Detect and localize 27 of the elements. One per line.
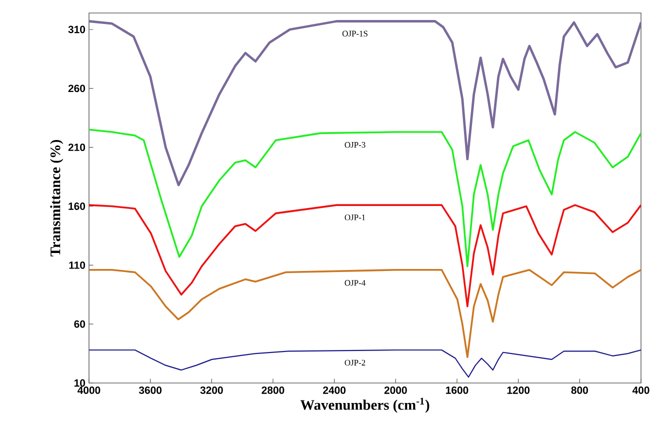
y-tick-label: 60 xyxy=(74,320,86,328)
x-tick-label: 1600 xyxy=(446,386,468,394)
series-label: OJP-4 xyxy=(344,280,366,286)
line-series xyxy=(88,349,641,378)
y-tick-label: 110 xyxy=(69,261,86,269)
y-tick-label: 260 xyxy=(68,84,86,92)
x-tick-label: 400 xyxy=(632,386,650,394)
line-series xyxy=(88,268,641,358)
y-tick-label: 10 xyxy=(74,379,86,387)
series-label: OJP-1S xyxy=(342,30,368,36)
x-axis-title: Wavenumbers (cm$^{-1}$) xyxy=(300,398,430,413)
y-tick-label: 310 xyxy=(68,26,86,34)
y-tick-label: 210 xyxy=(68,144,86,152)
x-tick-label: 1200 xyxy=(507,386,530,394)
x-tick-label: 800 xyxy=(571,386,588,394)
x-tick-label: 2000 xyxy=(384,386,407,394)
series-label: OJP-3 xyxy=(344,142,366,148)
y-tick-label: 160 xyxy=(68,202,86,210)
line-series xyxy=(88,128,641,268)
y-axis-title: Transmittance (%) xyxy=(50,140,64,256)
x-tick-label: 2400 xyxy=(323,386,346,394)
x-tick-label: 4000 xyxy=(78,386,100,394)
x-tick-label: 2800 xyxy=(262,386,284,394)
series-label: OJP-1 xyxy=(344,214,366,220)
x-tick-label: 3600 xyxy=(138,386,162,394)
x-tick-label: 3200 xyxy=(200,386,223,394)
series-label: OJP-2 xyxy=(344,360,366,366)
